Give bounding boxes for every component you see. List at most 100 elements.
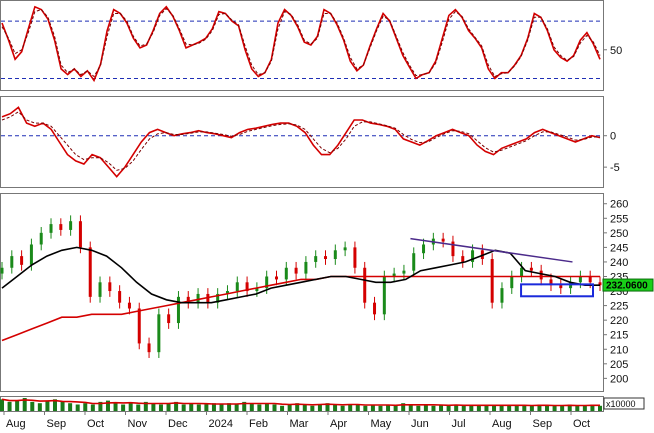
volume-bar	[280, 405, 285, 411]
volume-bar	[431, 405, 436, 411]
volume-bar	[174, 401, 179, 411]
candle-body	[402, 270, 406, 274]
volume-bar	[60, 401, 65, 411]
volume-bar	[166, 403, 171, 411]
candle-body	[539, 270, 543, 280]
y-tick-label: 245	[610, 242, 628, 254]
y-tick-label: 50	[610, 45, 622, 57]
volume-bar	[378, 405, 383, 411]
volume-bar	[234, 404, 239, 411]
volume-bar	[90, 404, 95, 411]
candle-body	[422, 244, 426, 254]
candle-body	[39, 232, 43, 245]
x-tick-label: Oct	[87, 418, 104, 430]
y-tick-label: 240	[610, 257, 628, 269]
candle-body	[255, 288, 259, 292]
candle-body	[20, 256, 24, 265]
volume-bar	[204, 404, 209, 411]
volume-bar	[189, 403, 194, 411]
volume-bar	[151, 403, 156, 411]
volume-bar	[416, 405, 421, 411]
volume-bar	[492, 404, 497, 411]
candle-body	[588, 276, 592, 283]
volume-bar	[476, 404, 481, 411]
volume-unit-label: x10000	[606, 399, 636, 409]
volume-bar	[386, 404, 391, 411]
candle-body	[510, 276, 514, 289]
volume-bar	[15, 400, 20, 411]
volume-bar	[598, 405, 602, 411]
volume-bar	[393, 405, 398, 411]
volume-bar	[113, 403, 118, 411]
candle-body	[216, 293, 220, 303]
volume-bar	[340, 405, 345, 411]
volume-moving-average	[1, 398, 600, 407]
x-tick-label: Aug	[492, 418, 512, 430]
moving-average-red	[1, 275, 600, 342]
oscillator-middle-panel: 0 -5	[1, 106, 620, 178]
x-tick-label: Jun	[411, 418, 429, 430]
volume-bar	[355, 404, 360, 411]
candle-body	[176, 296, 180, 324]
volume-bar	[582, 405, 587, 411]
candle-body	[245, 282, 249, 292]
candle-body	[451, 241, 455, 257]
volume-bar	[317, 404, 322, 411]
candle-body	[284, 267, 288, 280]
candle-body	[29, 244, 33, 265]
volume-bar	[545, 405, 550, 411]
candle-body	[88, 247, 92, 297]
x-tick-label: 2024	[209, 418, 233, 430]
volume-bar	[287, 404, 292, 411]
volume-bar	[181, 404, 186, 411]
x-axis: Aug Sep Oct Nov Dec 2024 Feb Mar Apr May Jun Jul Aug…	[3, 411, 590, 430]
y-tick-label: 260	[610, 199, 628, 211]
candle-body	[500, 288, 504, 303]
volume-bar	[227, 403, 232, 411]
candle-body	[324, 256, 328, 260]
volume-bar	[401, 403, 406, 411]
volume-bar	[446, 405, 451, 411]
volume-bar	[45, 400, 50, 411]
volume-bar	[211, 403, 216, 411]
y-tick-label: -5	[610, 162, 620, 174]
candle-body	[520, 267, 524, 277]
candle-body	[235, 282, 239, 292]
volume-bar	[325, 403, 330, 411]
volume-bar	[121, 404, 126, 411]
volume-panel: x10000	[0, 397, 645, 411]
y-tick-label: 205	[610, 359, 628, 371]
oscillator-middle-series-1	[1, 111, 600, 171]
volume-bar	[52, 399, 57, 411]
y-tick-label: 220	[610, 315, 628, 327]
volume-bar	[590, 404, 595, 411]
volume-bar	[128, 403, 133, 411]
x-tick-label: Oct	[573, 418, 590, 430]
volume-bar	[370, 404, 375, 411]
support-box	[520, 283, 595, 298]
volume-bar	[575, 405, 580, 411]
volume-unit-box	[603, 397, 645, 410]
volume-bar	[348, 404, 353, 411]
oscillator-top-series-1	[1, 7, 601, 78]
volume-bar	[552, 405, 557, 411]
volume-bar	[264, 403, 269, 411]
volume-bar	[439, 404, 444, 411]
volume-bar	[272, 404, 277, 411]
last-price-badge	[602, 278, 654, 292]
y-tick-label: 210	[610, 344, 628, 356]
volume-bar	[196, 404, 201, 411]
candle-body	[333, 250, 337, 260]
price-frame	[0, 193, 604, 392]
volume-bar	[105, 400, 110, 411]
candle-body	[98, 282, 102, 297]
candle-body	[471, 250, 475, 262]
volume-bar	[499, 405, 504, 411]
candle-body	[382, 276, 386, 315]
volume-bar	[143, 401, 148, 411]
candle-body	[343, 247, 347, 251]
candle-body	[529, 267, 533, 271]
candle-body	[108, 282, 112, 292]
candle-body	[137, 308, 141, 344]
candle-body	[78, 221, 82, 248]
